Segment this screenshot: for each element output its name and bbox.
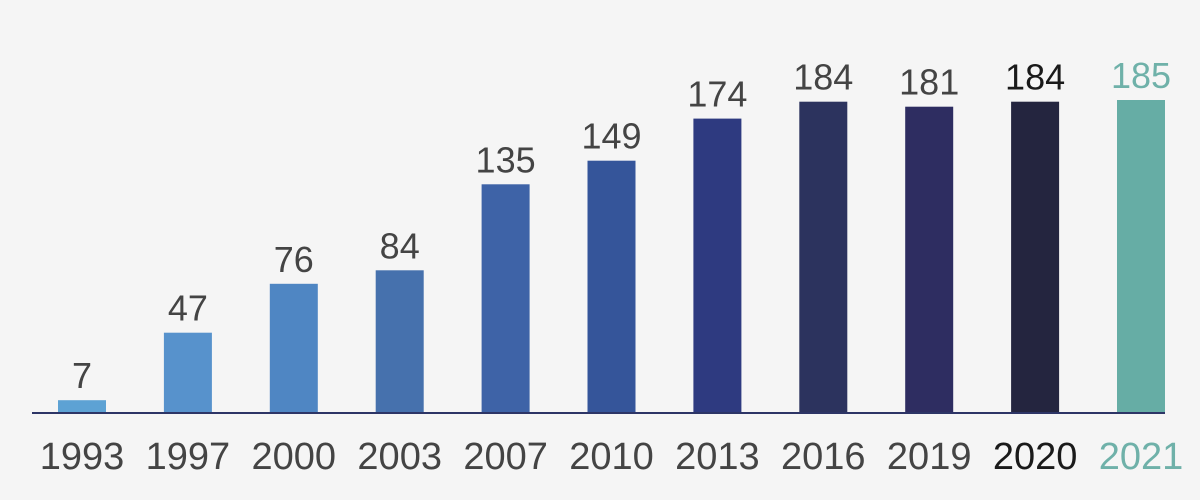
bar-2013: [693, 118, 742, 412]
x-tick-label-2020: 2020: [993, 436, 1078, 478]
bar-2000: [269, 283, 318, 412]
data-label-2013: 174: [687, 74, 747, 115]
x-tick-label-2007: 2007: [463, 436, 548, 478]
x-tick-label-2013: 2013: [675, 436, 760, 478]
bar-2010: [587, 160, 636, 412]
x-tick-label-2016: 2016: [781, 436, 866, 478]
bar-2021: [1117, 100, 1165, 412]
bar-2019: [905, 106, 954, 412]
bar-2020: [1011, 101, 1060, 412]
x-tick-label-2000: 2000: [252, 436, 337, 478]
bar-2003: [375, 270, 424, 412]
x-tick-label-2010: 2010: [569, 436, 654, 478]
data-label-2016: 184: [793, 57, 853, 98]
bar-1997: [163, 332, 212, 412]
data-label-2019: 181: [899, 62, 959, 103]
data-label-2007: 135: [476, 139, 536, 180]
data-label-2010: 149: [581, 116, 641, 157]
x-tick-label-2021: 2021: [1099, 436, 1184, 478]
data-labels-group: 7 47 76 84 135 149 174 184 181 184 185: [72, 55, 1171, 396]
x-tick-labels-group: 1993 1997 2000 2003 2007 2010 2013 2016 2019 2020…: [40, 436, 1184, 478]
bars-group: [58, 100, 1165, 412]
data-label-1997: 47: [168, 288, 208, 329]
bar-1993: [58, 400, 106, 412]
data-label-2020: 184: [1005, 57, 1065, 98]
data-label-1993: 7: [72, 355, 92, 396]
x-tick-label-1997: 1997: [146, 436, 231, 478]
data-label-2000: 76: [274, 239, 314, 280]
x-tick-label-2019: 2019: [887, 436, 972, 478]
data-label-2021: 185: [1111, 55, 1171, 96]
data-label-2003: 84: [380, 225, 420, 266]
x-tick-label-2003: 2003: [357, 436, 442, 478]
x-tick-label-1993: 1993: [40, 436, 125, 478]
bar-2007: [481, 184, 530, 412]
bar-2016: [799, 101, 848, 412]
